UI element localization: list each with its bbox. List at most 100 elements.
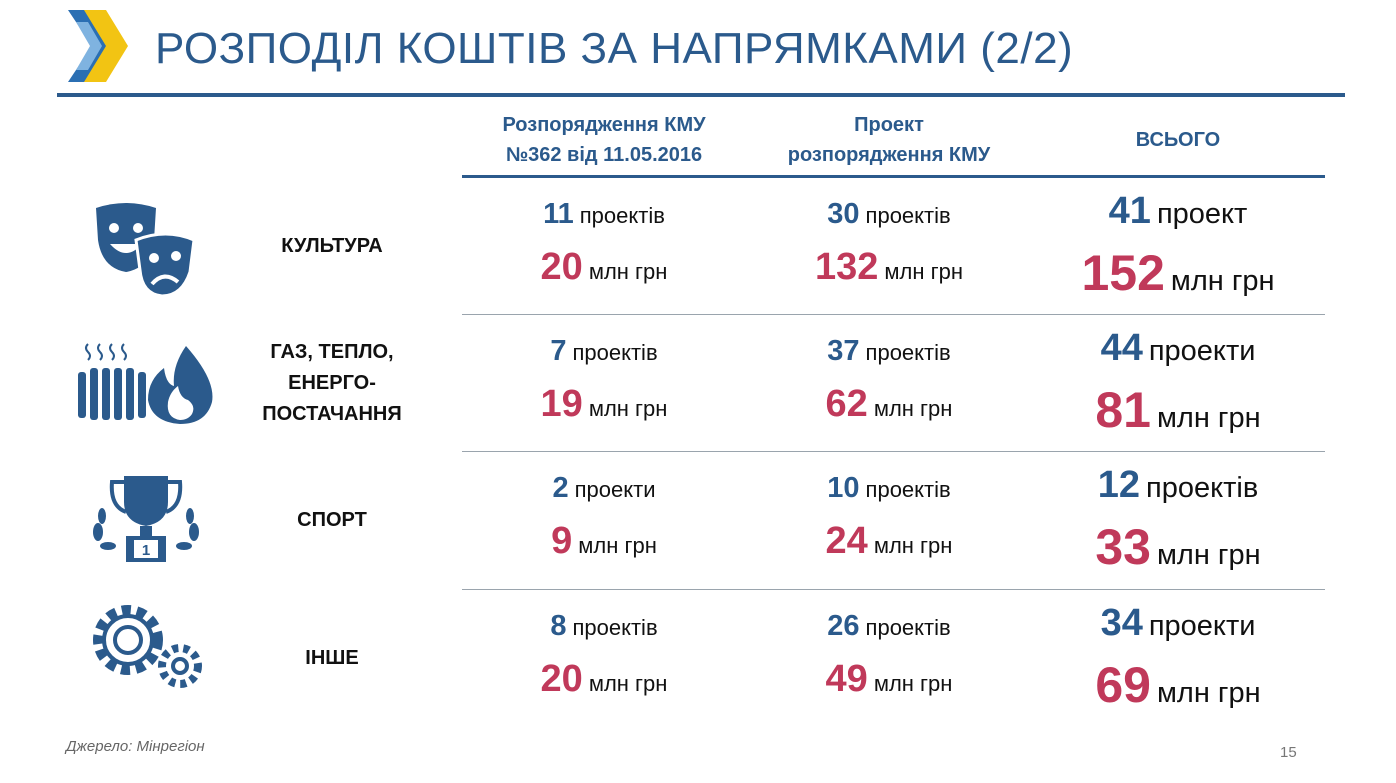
heating-icon — [78, 343, 213, 424]
row-label: ГАЗ, ТЕПЛО, ЕНЕРГО- ПОСТАЧАННЯ — [232, 315, 432, 452]
amount-line: 20 млн грн — [464, 246, 744, 289]
amount-unit: млн грн — [873, 671, 953, 696]
row-label: КУЛЬТУРА — [232, 178, 432, 315]
amount: 33 — [1095, 519, 1151, 575]
count: 44 — [1100, 327, 1143, 369]
count-line: 44 проекти — [1038, 327, 1318, 370]
count-line: 10 проектів — [749, 472, 1029, 505]
separator — [462, 314, 1325, 315]
rule — [462, 175, 1325, 178]
count-unit: проектів — [572, 615, 658, 640]
count-unit: проектів — [865, 615, 951, 640]
count: 10 — [827, 472, 860, 504]
amount-line: 9 млн грн — [464, 520, 744, 563]
header-line: розпорядження КМУ — [787, 144, 991, 166]
amount: 81 — [1095, 382, 1151, 438]
rule — [57, 93, 1345, 97]
logo — [68, 10, 128, 82]
amount: 62 — [825, 383, 868, 425]
count-line: 7 проектів — [464, 335, 744, 368]
label-line: ГАЗ, ТЕПЛО, — [270, 341, 394, 363]
amount: 20 — [540, 246, 583, 288]
amount: 9 — [551, 520, 573, 562]
amount-unit: млн грн — [588, 396, 668, 421]
count-unit: проектів — [865, 340, 951, 365]
count-unit: проекти — [1148, 335, 1256, 367]
amount-unit: млн грн — [588, 671, 668, 696]
header-line: Розпорядження КМУ — [502, 114, 706, 136]
label-line: ІНШЕ — [305, 647, 359, 669]
count: 41 — [1108, 190, 1151, 232]
count-line: 41 проект — [1038, 190, 1318, 233]
source: Джерело: Мінрегіон — [66, 738, 205, 755]
count-line: 2 проекти — [464, 472, 744, 505]
count-line: 8 проектів — [464, 610, 744, 643]
amount-line: 49 млн грн — [749, 658, 1029, 701]
count-unit: проектів — [572, 340, 658, 365]
count-line: 37 проектів — [749, 335, 1029, 368]
label-line: КУЛЬТУРА — [281, 235, 383, 257]
amount: 152 — [1081, 245, 1165, 301]
count-unit: проектів — [865, 477, 951, 502]
column-header: Розпорядження КМУ №362 від 11.05.2016 — [464, 105, 744, 175]
row-label: ІНШЕ — [232, 590, 432, 727]
count-line: 11 проектів — [464, 198, 744, 231]
count-unit: проектів — [865, 203, 951, 228]
count-line: 12 проектів — [1038, 464, 1318, 507]
count-line: 26 проектів — [749, 610, 1029, 643]
label-line: СПОРТ — [297, 509, 367, 531]
amount: 19 — [540, 383, 583, 425]
amount: 69 — [1095, 657, 1151, 713]
count: 37 — [827, 335, 860, 367]
separator — [462, 451, 1325, 452]
trophy-icon: 1 — [93, 476, 199, 562]
amount-line: 152 млн грн — [1038, 244, 1318, 302]
column-header: ВСЬОГО — [1038, 105, 1318, 175]
count-unit: проекти — [574, 477, 656, 502]
amount-line: 132 млн грн — [749, 246, 1029, 289]
amount-unit: млн грн — [1156, 539, 1261, 571]
count: 30 — [827, 198, 860, 230]
column-header: Проект розпорядження КМУ — [749, 105, 1029, 175]
count: 2 — [552, 472, 569, 504]
amount-line: 19 млн грн — [464, 383, 744, 426]
amount: 49 — [825, 658, 868, 700]
amount-line: 20 млн грн — [464, 658, 744, 701]
count: 11 — [543, 198, 574, 230]
count: 8 — [550, 610, 567, 642]
header-line: Проект — [854, 114, 924, 136]
count-unit: проектів — [1146, 472, 1259, 504]
amount-unit: млн грн — [1170, 265, 1275, 297]
label-line: ПОСТАЧАННЯ — [262, 403, 402, 425]
count-unit: проекти — [1148, 610, 1256, 642]
amount-line: 62 млн грн — [749, 383, 1029, 426]
header-line: ВСЬОГО — [1135, 129, 1221, 151]
count-line: 30 проектів — [749, 198, 1029, 231]
amount-line: 33 млн грн — [1038, 518, 1318, 576]
amount: 20 — [540, 658, 583, 700]
amount: 24 — [825, 520, 868, 562]
header-line: №362 від 11.05.2016 — [505, 144, 703, 166]
count: 7 — [550, 335, 567, 367]
amount-unit: млн грн — [1156, 677, 1261, 709]
row-label: СПОРТ — [232, 452, 432, 589]
count: 12 — [1097, 464, 1141, 506]
page-number: 15 — [1280, 744, 1297, 761]
theatre-icon — [96, 203, 196, 298]
label-line: ЕНЕРГО- — [288, 372, 376, 394]
amount-unit: млн грн — [873, 396, 953, 421]
title: РОЗПОДІЛ КОШТІВ ЗА НАПРЯМКАМИ (2/2) — [155, 24, 1074, 73]
count-line: 34 проекти — [1038, 602, 1318, 645]
amount-line: 24 млн грн — [749, 520, 1029, 563]
amount-unit: млн грн — [588, 259, 668, 284]
amount-unit: млн грн — [1156, 402, 1261, 434]
amount-line: 69 млн грн — [1038, 656, 1318, 714]
separator — [462, 589, 1325, 590]
amount: 132 — [814, 246, 879, 288]
svg-text:1: 1 — [142, 542, 150, 559]
gears-icon — [93, 605, 202, 688]
count-unit: проектів — [579, 203, 665, 228]
amount-unit: млн грн — [578, 533, 657, 558]
amount-unit: млн грн — [884, 259, 964, 284]
